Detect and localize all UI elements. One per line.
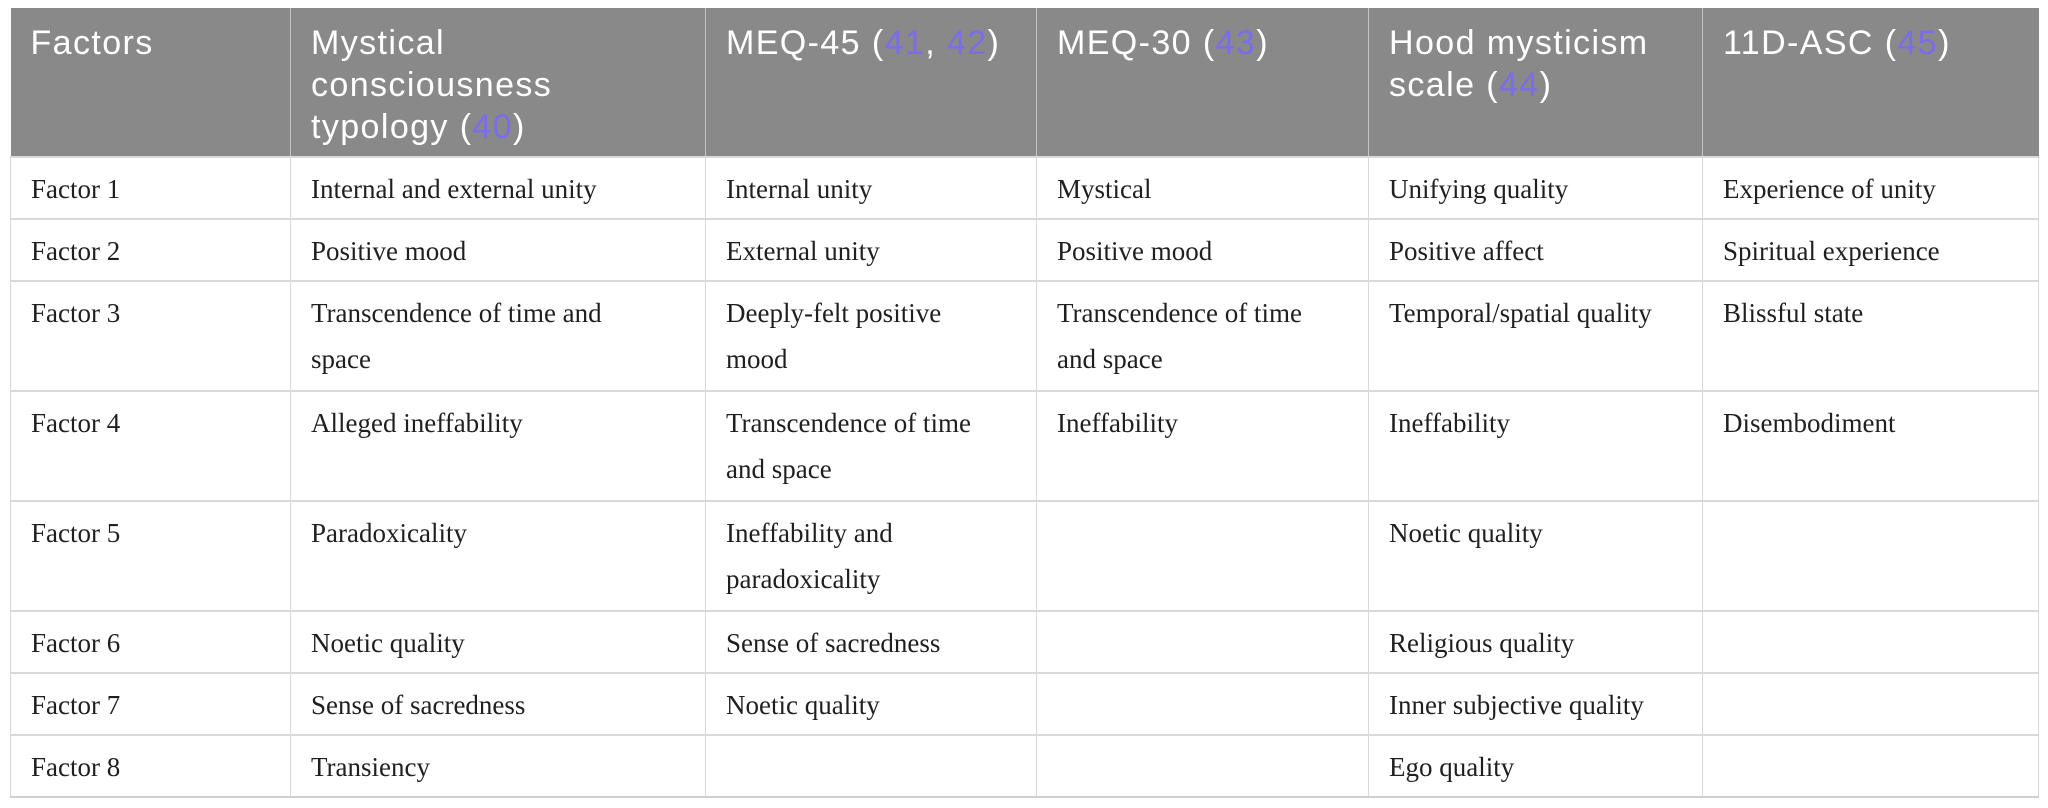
column-header-meq-30: MEQ-30 (43) [1036,8,1369,157]
table-row: Factor 1 Internal and external unity Inter… [10,156,2039,220]
cell-mystical-consciousness-typology: Transiency [290,734,706,798]
table-row: Factor 3 Transcendence of time and space D… [10,280,2039,392]
column-header-factors: Factors [10,8,291,157]
cell-mystical-consciousness-typology: Positive mood [290,218,706,282]
cell-mystical-consciousness-typology: Alleged ineffability [290,390,706,502]
column-header-label: Hood mysticism scale [1389,24,1649,104]
cell-factors: Factor 5 [10,500,291,612]
column-header-content: MEQ-30 (43) [1057,24,1269,62]
cell-meq-45: Sense of sacredness [705,610,1037,674]
column-header-mystical-consciousness-typology: Mystical consciousness typology (40) [290,8,706,157]
cell-meq-45: External unity [705,218,1037,282]
column-header-content: 11D-ASC (45) [1723,24,1951,62]
cell-hood-mysticism-scale: Ineffability [1368,390,1703,502]
column-header-label: 11D-ASC [1723,24,1874,62]
column-header-content: Mystical consciousness typology (40) [311,24,553,146]
cell-meq-30 [1036,610,1369,674]
cell-factors: Factor 2 [10,218,291,282]
cell-hood-mysticism-scale: Inner subjective quality [1368,672,1703,736]
cell-factors: Factor 3 [10,280,291,392]
cell-factors: Factor 7 [10,672,291,736]
cell-11d-asc [1702,672,2039,736]
cell-meq-45: Ineffability and paradoxicality [705,500,1037,612]
cell-factors: Factor 1 [10,156,291,220]
column-header-content: Factors [31,22,154,64]
cell-hood-mysticism-scale: Noetic quality [1368,500,1703,612]
cell-hood-mysticism-scale: Ego quality [1368,734,1703,798]
cell-11d-asc: Blissful state [1702,280,2039,392]
column-header-content: MEQ-45 (41, 42) [726,24,1001,62]
cell-meq-30 [1036,734,1369,798]
table-row: Factor 4 Alleged ineffability Transcendenc… [10,390,2039,502]
citation-link[interactable]: 40 [472,108,514,146]
cell-meq-45: Transcendence of time and space [705,390,1037,502]
cell-11d-asc [1702,610,2039,674]
cell-meq-30 [1036,672,1369,736]
citation-link[interactable]: 45 [1897,24,1939,62]
cell-meq-30: Ineffability [1036,390,1369,502]
cell-hood-mysticism-scale: Positive affect [1368,218,1703,282]
cell-meq-30: Mystical [1036,156,1369,220]
cell-meq-30: Positive mood [1036,218,1369,282]
header-row: Factors Mystical consciousness typology (… [10,8,2039,157]
cell-mystical-consciousness-typology: Sense of sacredness [290,672,706,736]
table-row: Factor 2 Positive mood External unity Posit… [10,218,2039,282]
column-header-meq-45: MEQ-45 (41, 42) [705,8,1037,157]
cell-11d-asc [1702,500,2039,612]
cell-hood-mysticism-scale: Religious quality [1368,610,1703,674]
cell-mystical-consciousness-typology: Noetic quality [290,610,706,674]
cell-hood-mysticism-scale: Temporal/spatial quality [1368,280,1703,392]
column-header-label: Factors [30,24,154,62]
cell-factors: Factor 4 [10,390,291,502]
cell-meq-45: Noetic quality [705,672,1037,736]
comparison-table: Factors Mystical consciousness typology (… [10,8,2039,798]
cell-mystical-consciousness-typology: Internal and external unity [290,156,706,220]
table-row: Factor 6 Noetic quality Sense of sacrednes… [10,610,2039,674]
cell-mystical-consciousness-typology: Paradoxicality [290,500,706,612]
citation-link[interactable]: 42 [946,24,988,62]
cell-meq-45: Deeply-felt positive mood [705,280,1037,392]
cell-mystical-consciousness-typology: Transcendence of time and space [290,280,706,392]
table-row: Factor 5 Paradoxicality Ineffability and p… [10,500,2039,612]
cell-meq-30: Transcendence of time and space [1036,280,1369,392]
cell-factors: Factor 6 [10,610,291,674]
column-header-label: MEQ-30 [1057,24,1192,62]
cell-11d-asc [1702,734,2039,798]
column-header-content: Hood mysticism scale (44) [1389,24,1649,104]
citation-link[interactable]: 41 [884,24,926,62]
cell-meq-45: Internal unity [705,156,1037,220]
column-header-label: MEQ-45 [726,24,861,62]
table-body: Factor 1 Internal and external unity Inter… [10,156,2039,798]
column-header-11d-asc: 11D-ASC (45) [1702,8,2039,157]
cell-meq-30 [1036,500,1369,612]
table-row: Factor 8 Transiency Ego quality [10,734,2039,798]
cell-factors: Factor 8 [10,734,291,798]
citation-link[interactable]: 43 [1215,24,1257,62]
cell-11d-asc: Disembodiment [1702,390,2039,502]
citation-link[interactable]: 44 [1498,66,1540,104]
table-header: Factors Mystical consciousness typology (… [10,8,2039,157]
cell-11d-asc: Experience of unity [1702,156,2039,220]
column-header-hood-mysticism-scale: Hood mysticism scale (44) [1368,8,1703,157]
table-row: Factor 7 Sense of sacredness Noetic qualit… [10,672,2039,736]
cell-hood-mysticism-scale: Unifying quality [1368,156,1703,220]
column-header-label: Mystical consciousness typology [311,24,553,146]
cell-meq-45 [705,734,1037,798]
cell-11d-asc: Spiritual experience [1702,218,2039,282]
